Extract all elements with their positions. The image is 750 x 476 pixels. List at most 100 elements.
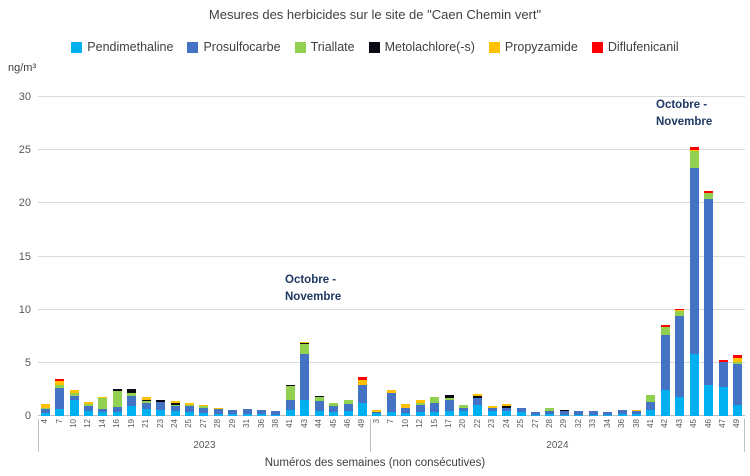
bar-segment-pendimethaline: [588, 414, 598, 416]
bar-slot-week-38: [269, 97, 283, 416]
bar-segment-triallate: [675, 311, 685, 317]
legend-item-prosulfocarbe: Prosulfocarbe: [187, 40, 281, 54]
bar-segment-triallate: [69, 393, 79, 396]
bar-slot-week-12: [81, 97, 95, 416]
bar-segment-pendimethaline: [300, 400, 310, 416]
bar-segment-pendimethaline: [473, 405, 483, 416]
bar-segment-pendimethaline: [646, 410, 656, 416]
bar-slot-week-25: [182, 97, 196, 416]
stacked-bar-week-20: [458, 405, 468, 416]
bar-segment-pendimethaline: [199, 412, 209, 416]
bar-segment-propyzamide: [502, 404, 512, 407]
bar-segment-triallate: [141, 400, 151, 404]
annotation-line: Novembre: [656, 115, 713, 128]
bar-segment-triallate: [170, 404, 180, 407]
stacked-bar-week-7: [386, 389, 396, 416]
chart-title: Mesures des herbicides sur le site de "C…: [208, 7, 542, 22]
y-axis: 0 5 10 15 20 25 30: [0, 91, 31, 422]
stacked-bar-week-45: [329, 403, 339, 416]
bar-slot-week-36: [254, 97, 268, 416]
stacked-bar-week-12: [83, 401, 93, 416]
bar-segment-pendimethaline: [357, 403, 367, 416]
bar-segment-triallate: [184, 404, 194, 407]
bar-segment-pendimethaline: [415, 412, 425, 416]
bar-slot-week-34: [600, 97, 614, 416]
gridline-15: [38, 255, 745, 257]
bar-slot-week-42: [658, 97, 672, 416]
bar-slot-week-45: [326, 97, 340, 416]
legend-item-metolachlore-s-: Metolachlore(-s): [368, 40, 475, 54]
bar-slot-week-47: [716, 97, 730, 416]
bar-segment-propyzamide: [357, 379, 367, 385]
bar-segment-pendimethaline: [184, 411, 194, 416]
bar-slot-week-29: [557, 97, 571, 416]
legend-item-diflufenicanil: Diflufenicanil: [591, 40, 679, 54]
bar-segment-pendimethaline: [386, 412, 396, 416]
bar-segment-diflufenicanil: [689, 147, 699, 151]
bar-segment-propyzamide: [55, 381, 65, 385]
bars-container: [38, 97, 745, 416]
legend-label: Prosulfocarbe: [203, 40, 281, 54]
bar-segment-pendimethaline: [141, 409, 151, 416]
bar-segment-pendimethaline: [675, 396, 685, 416]
annotation-line: Octobre -: [656, 99, 708, 111]
bar-segment-pendimethaline: [112, 411, 122, 416]
bar-segment-triallate: [55, 384, 65, 389]
bar-segment-pendimethaline: [314, 410, 324, 416]
bar-segment-pendimethaline: [343, 410, 353, 416]
bar-segment-triallate: [343, 400, 353, 405]
bar-segment-prosulfocarbe: [170, 406, 180, 411]
bar-slot-week-46: [341, 97, 355, 416]
bar-segment-prosulfocarbe: [531, 412, 541, 415]
bar-segment-pendimethaline: [257, 414, 267, 416]
stacked-bar-week-25: [184, 403, 194, 416]
stacked-bar-week-42: [660, 325, 670, 416]
bar-slot-week-3: [370, 97, 384, 416]
gridline-25: [38, 149, 745, 151]
bar-slot-week-36: [615, 97, 629, 416]
bar-segment-diflufenicanil: [55, 379, 65, 382]
y-tick-label-15: 15: [18, 250, 31, 263]
stacked-bar-week-31: [242, 409, 252, 416]
stacked-bar-week-23: [487, 405, 497, 416]
bar-segment-propyzamide: [401, 404, 411, 408]
bar-segment-prosulfocarbe: [184, 406, 194, 412]
stacked-bar-week-41: [285, 385, 295, 416]
legend-label: Triallate: [310, 40, 355, 54]
bar-segment-pendimethaline: [444, 411, 454, 416]
legend-swatch-icon: [591, 41, 603, 53]
bar-segment-propyzamide: [386, 389, 396, 394]
year-label-2024: 2024: [546, 440, 569, 451]
bar-segment-prosulfocarbe: [675, 316, 685, 397]
bar-segment-prosulfocarbe: [732, 363, 742, 405]
bar-slot-week-46: [701, 97, 715, 416]
stacked-bar-week-25: [516, 407, 526, 416]
bar-segment-prosulfocarbe: [458, 407, 468, 411]
stacked-bar-week-4: [40, 404, 50, 416]
legend-label: Metolachlore(-s): [384, 40, 475, 54]
bar-segment-prosulfocarbe: [285, 400, 295, 410]
legend-swatch-icon: [368, 41, 380, 53]
bar-segment-prosulfocarbe: [127, 395, 137, 406]
bar-segment-triallate: [199, 406, 209, 408]
bar-segment-prosulfocarbe: [300, 354, 310, 401]
stacked-bar-week-10: [401, 404, 411, 416]
bar-segment-propyzamide: [675, 310, 685, 312]
stacked-bar-week-28: [213, 408, 223, 416]
bar-segment-metolachlore-s-: [127, 389, 137, 393]
year-label-2023: 2023: [193, 440, 216, 451]
bar-segment-pendimethaline: [574, 414, 584, 416]
stacked-bar-week-21: [141, 397, 151, 416]
bar-segment-pendimethaline: [329, 412, 339, 416]
bar-segment-triallate: [285, 386, 295, 401]
stacked-bar-week-12: [415, 400, 425, 416]
stacked-bar-week-3: [372, 410, 382, 416]
bar-segment-pendimethaline: [603, 414, 613, 416]
bar-segment-pendimethaline: [660, 389, 670, 416]
bar-segment-pendimethaline: [156, 409, 166, 416]
y-tick-label-20: 20: [18, 197, 31, 210]
legend-label: Pendimethaline: [87, 40, 174, 54]
bar-slot-week-7: [52, 97, 66, 416]
bar-slot-week-45: [687, 97, 701, 416]
bar-segment-triallate: [704, 193, 714, 200]
